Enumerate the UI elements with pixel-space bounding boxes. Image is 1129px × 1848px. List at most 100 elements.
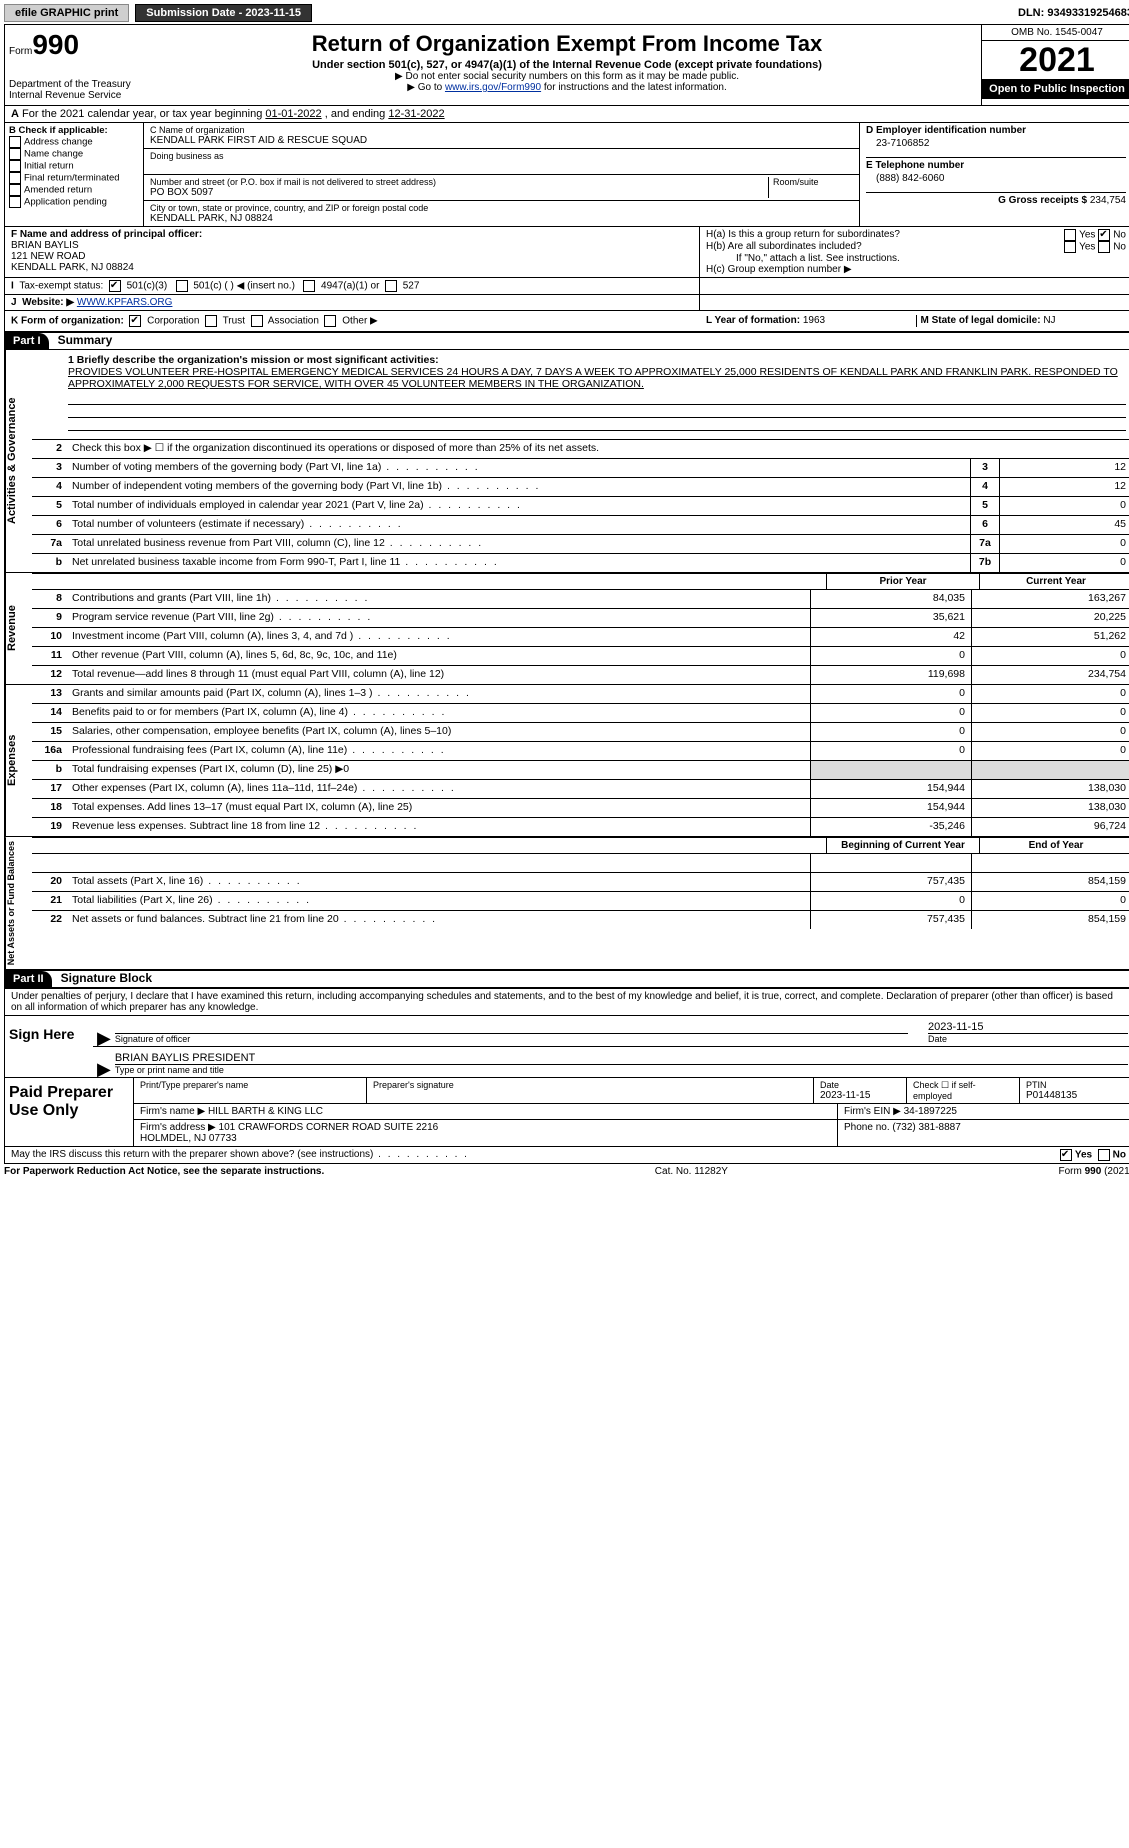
f-addr1: 121 NEW ROAD bbox=[11, 251, 693, 262]
cb-address[interactable] bbox=[9, 136, 21, 148]
k-opt1: Trust bbox=[223, 316, 245, 327]
line-7a-n: 7a bbox=[970, 535, 999, 553]
form-note1: ▶ Do not enter social security numbers o… bbox=[163, 71, 971, 82]
cb-final[interactable] bbox=[9, 172, 21, 184]
cb-hb-no[interactable] bbox=[1098, 241, 1110, 253]
l12-py: 119,698 bbox=[810, 666, 971, 684]
l18-cy: 138,030 bbox=[971, 799, 1129, 817]
efile-btn[interactable]: efile GRAPHIC print bbox=[4, 4, 129, 22]
l9-t: Program service revenue (Part VIII, line… bbox=[68, 609, 810, 627]
hdr-boy: Beginning of Current Year bbox=[826, 838, 979, 853]
cb-4947[interactable] bbox=[303, 280, 315, 292]
line-5-v: 0 bbox=[999, 497, 1129, 515]
cb-corp[interactable] bbox=[129, 315, 141, 327]
net-section: Net Assets or Fund Balances Beginning of… bbox=[5, 836, 1129, 970]
line-3-t: Number of voting members of the governin… bbox=[68, 459, 970, 477]
irs-label: Internal Revenue Service bbox=[9, 90, 149, 101]
l17-t: Other expenses (Part IX, column (A), lin… bbox=[68, 780, 810, 798]
m-label: M State of legal domicile: bbox=[921, 315, 1041, 326]
dept-label: Department of the Treasury bbox=[9, 79, 149, 90]
part1-title: Summary bbox=[58, 333, 113, 347]
g-amount: 234,754 bbox=[1090, 195, 1126, 206]
e-label: E Telephone number bbox=[866, 160, 1126, 171]
col-d: D Employer identification number 23-7106… bbox=[859, 123, 1129, 226]
line-3-v: 12 bbox=[999, 459, 1129, 477]
firm-ein: 34-1897225 bbox=[904, 1106, 957, 1117]
l10-t: Investment income (Part VIII, column (A)… bbox=[68, 628, 810, 646]
irs-link[interactable]: www.irs.gov/Form990 bbox=[445, 82, 541, 93]
cb-initial[interactable] bbox=[9, 160, 21, 172]
paid-h2: Preparer's signature bbox=[373, 1080, 807, 1090]
hdr-py: Prior Year bbox=[826, 574, 979, 589]
l12-cy: 234,754 bbox=[971, 666, 1129, 684]
l17-py: 154,944 bbox=[810, 780, 971, 798]
l15-py: 0 bbox=[810, 723, 971, 741]
hdr-cy: Current Year bbox=[979, 574, 1129, 589]
l11-cy: 0 bbox=[971, 647, 1129, 665]
line-7b-n: 7b bbox=[970, 554, 999, 572]
j-label: Website: ▶ bbox=[22, 297, 74, 308]
cb-discuss-no[interactable] bbox=[1098, 1149, 1110, 1161]
cb-527[interactable] bbox=[385, 280, 397, 292]
cb-discuss-yes[interactable] bbox=[1060, 1149, 1072, 1161]
paid-h3: Date bbox=[820, 1080, 900, 1090]
f-right: H(a) Is this a group return for subordin… bbox=[700, 227, 1129, 277]
arrow-icon: ▶ bbox=[97, 1032, 111, 1044]
line-4-n: 4 bbox=[970, 478, 999, 496]
submission-btn[interactable]: Submission Date - 2023-11-15 bbox=[135, 4, 312, 22]
cb-ha-yes[interactable] bbox=[1064, 229, 1076, 241]
l15-t: Salaries, other compensation, employee b… bbox=[68, 723, 810, 741]
cb-amended[interactable] bbox=[9, 184, 21, 196]
row-a-begin: 01-01-2022 bbox=[265, 108, 321, 120]
form-number: 990 bbox=[32, 29, 79, 60]
cb-name[interactable] bbox=[9, 148, 21, 160]
cb-trust[interactable] bbox=[205, 315, 217, 327]
cb-ha-no[interactable] bbox=[1098, 229, 1110, 241]
b-item-2: Initial return bbox=[24, 161, 74, 172]
l16b-cy bbox=[971, 761, 1129, 779]
l18-t: Total expenses. Add lines 13–17 (must eq… bbox=[68, 799, 810, 817]
paid-phone-l: Phone no. bbox=[844, 1122, 890, 1133]
sign-here-label: Sign Here bbox=[5, 1016, 93, 1077]
b-item-3: Final return/terminated bbox=[24, 173, 120, 184]
b-item-4: Amended return bbox=[24, 185, 92, 196]
mission-text: PROVIDES VOLUNTEER PRE-HOSPITAL EMERGENC… bbox=[68, 366, 1118, 390]
cb-assoc[interactable] bbox=[251, 315, 263, 327]
b-item-1: Name change bbox=[24, 149, 83, 160]
header-left: Form990 Department of the Treasury Inter… bbox=[5, 25, 153, 105]
hdr-eoy: End of Year bbox=[979, 838, 1129, 853]
l13-py: 0 bbox=[810, 685, 971, 703]
f-addr2: KENDALL PARK, NJ 08824 bbox=[11, 262, 693, 273]
line-4-v: 12 bbox=[999, 478, 1129, 496]
header-mid: Return of Organization Exempt From Incom… bbox=[153, 25, 981, 105]
paid-h5: PTIN bbox=[1026, 1080, 1126, 1090]
l16a-cy: 0 bbox=[971, 742, 1129, 760]
city-label: City or town, state or province, country… bbox=[150, 203, 853, 213]
l16a-py: 0 bbox=[810, 742, 971, 760]
dba-label: Doing business as bbox=[150, 151, 853, 161]
f-name: BRIAN BAYLIS bbox=[11, 240, 693, 251]
header-right: OMB No. 1545-0047 2021 Open to Public In… bbox=[981, 25, 1129, 105]
line-2: Check this box ▶ ☐ if the organization d… bbox=[68, 440, 1129, 458]
note2-pre: ▶ Go to bbox=[407, 82, 445, 93]
l9-cy: 20,225 bbox=[971, 609, 1129, 627]
row-j: J Website: ▶ WWW.KPFARS.ORG bbox=[5, 295, 1129, 311]
ha-yes: Yes bbox=[1079, 230, 1095, 241]
line-6-t: Total number of volunteers (estimate if … bbox=[68, 516, 970, 534]
sig-date-label: Date bbox=[928, 1034, 1128, 1044]
line-6-v: 45 bbox=[999, 516, 1129, 534]
cb-501c3[interactable] bbox=[109, 280, 121, 292]
paid-ptin: P01448135 bbox=[1026, 1090, 1126, 1101]
form-outer: Form990 Department of the Treasury Inter… bbox=[4, 24, 1129, 1164]
paid-date: 2023-11-15 bbox=[820, 1090, 900, 1101]
cb-pending[interactable] bbox=[9, 196, 21, 208]
block-bcd: B Check if applicable: Address change Na… bbox=[5, 123, 1129, 227]
cb-hb-yes[interactable] bbox=[1064, 241, 1076, 253]
l14-py: 0 bbox=[810, 704, 971, 722]
sig-date: 2023-11-15 bbox=[928, 1021, 1128, 1034]
cb-other[interactable] bbox=[324, 315, 336, 327]
cb-501c[interactable] bbox=[176, 280, 188, 292]
form-subtitle: Under section 501(c), 527, or 4947(a)(1)… bbox=[163, 59, 971, 71]
website-link[interactable]: WWW.KPFARS.ORG bbox=[77, 297, 173, 308]
h-c: H(c) Group exemption number ▶ bbox=[706, 264, 1126, 275]
